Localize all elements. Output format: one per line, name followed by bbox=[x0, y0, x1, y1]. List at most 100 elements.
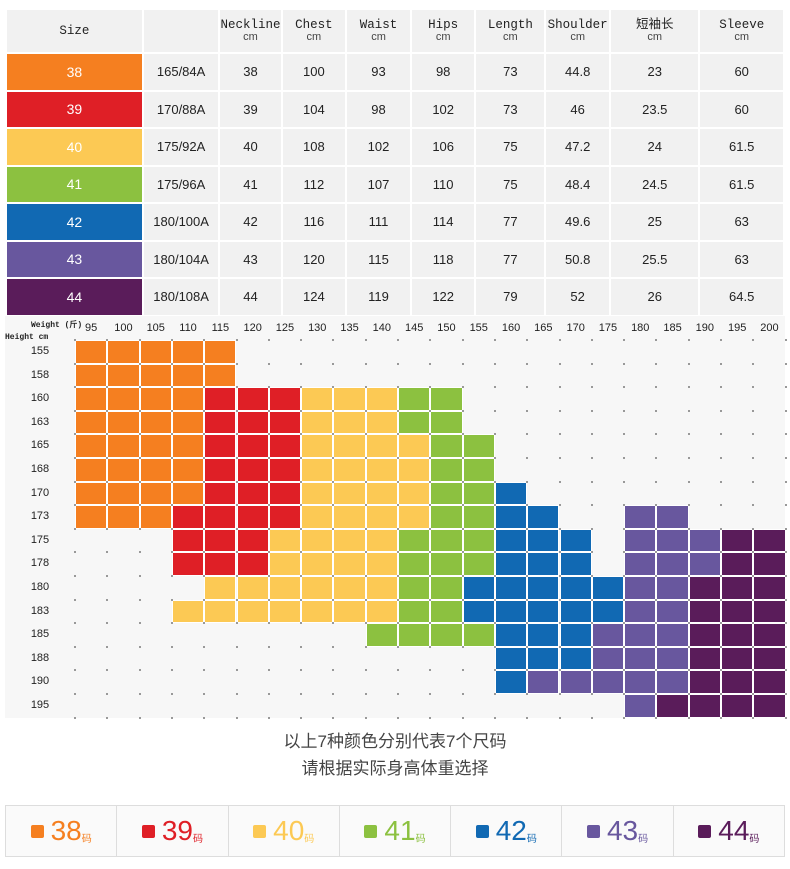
grid-dot bbox=[590, 575, 593, 577]
grid-dot bbox=[300, 409, 303, 412]
grid-cell-size-43 bbox=[656, 646, 689, 671]
grid-cell-size-43 bbox=[591, 670, 625, 694]
grid-cell-size-38 bbox=[171, 481, 205, 506]
value-cell: 120 bbox=[280, 239, 348, 279]
grid-dot bbox=[235, 457, 238, 459]
grid-cell-size-44 bbox=[753, 599, 786, 624]
grid-cell-size-43 bbox=[624, 552, 657, 576]
grid-dot bbox=[300, 457, 303, 459]
grid-cell-size-40 bbox=[236, 576, 269, 600]
weight-tick: 110 bbox=[179, 322, 197, 334]
weight-tick: 180 bbox=[631, 322, 650, 334]
grid-dot bbox=[590, 527, 593, 530]
column-header: Neckline cm bbox=[218, 8, 283, 54]
grid-cell-size-38 bbox=[171, 363, 205, 388]
value-cell: 24 bbox=[609, 127, 701, 167]
grid-dot bbox=[687, 527, 690, 530]
grid-dot bbox=[203, 622, 206, 625]
grid-dot bbox=[364, 339, 367, 341]
legend-size: 39 bbox=[161, 815, 193, 846]
value-cell: 104 bbox=[280, 89, 348, 129]
grid-dot bbox=[106, 362, 109, 365]
grid-dot bbox=[397, 598, 399, 601]
grid-cell-size-44 bbox=[721, 670, 754, 694]
legend-size: 43 bbox=[606, 815, 639, 846]
value-cell: 42 bbox=[218, 202, 283, 242]
grid-dot bbox=[623, 480, 626, 483]
column-header: Shoulder cm bbox=[544, 8, 612, 54]
grid-dot bbox=[590, 551, 593, 554]
grid-cell-size-39 bbox=[236, 552, 269, 576]
grid-dot bbox=[74, 575, 76, 577]
grid-dot bbox=[720, 504, 722, 507]
grid-dot bbox=[720, 716, 722, 719]
value-cell: 38 bbox=[218, 52, 283, 92]
grid-cell-size-40 bbox=[398, 505, 431, 529]
table-header-row: Size Neckline cm Chest cm Waist cm Hips cm Length… bbox=[5, 8, 785, 54]
grid-dot bbox=[106, 339, 109, 341]
grid-cell-size-39 bbox=[204, 410, 237, 435]
header-unit: cm bbox=[371, 31, 386, 43]
grid-cell-size-38 bbox=[204, 363, 237, 388]
grid-dot bbox=[784, 362, 787, 365]
grid-dot bbox=[74, 716, 76, 719]
legend-unit: 码 bbox=[415, 833, 426, 845]
color-swatch-icon bbox=[475, 824, 489, 838]
grid-dot bbox=[300, 551, 303, 554]
grid-cell-size-39 bbox=[268, 505, 302, 529]
grid-dot bbox=[397, 622, 399, 625]
grid-dot bbox=[623, 693, 626, 695]
grid-dot bbox=[655, 716, 658, 719]
value-cell: 50.8 bbox=[544, 239, 612, 279]
grid-dot bbox=[784, 575, 787, 577]
grid-cell-size-39 bbox=[268, 410, 302, 435]
header-unit: cm bbox=[243, 31, 258, 43]
grid-dot bbox=[300, 433, 303, 436]
value-cell: 26 bbox=[609, 277, 701, 317]
grid-dot bbox=[752, 693, 755, 695]
grid-dot bbox=[364, 527, 367, 530]
grid-dot bbox=[687, 645, 690, 648]
grid-dot bbox=[397, 409, 399, 412]
column-header: Size bbox=[5, 8, 144, 54]
grid-cell-size-43 bbox=[656, 576, 689, 600]
grid-cell-size-38 bbox=[139, 481, 172, 506]
grid-dot bbox=[364, 622, 367, 625]
grid-dot bbox=[235, 409, 238, 412]
grid-dot bbox=[235, 386, 238, 389]
grid-cell-size-40 bbox=[365, 387, 398, 411]
grid-dot bbox=[300, 716, 303, 719]
grid-dot bbox=[687, 716, 690, 719]
grid-cell-size-40 bbox=[333, 505, 366, 529]
grid-dot bbox=[429, 480, 432, 483]
grid-dot bbox=[364, 409, 367, 412]
grid-cell-size-42 bbox=[494, 505, 528, 529]
weight-tick: 145 bbox=[404, 322, 424, 334]
grid-cell-size-40 bbox=[301, 434, 334, 458]
grid-dot bbox=[74, 551, 76, 554]
height-tick: 170 bbox=[30, 486, 50, 499]
weight-tick: 175 bbox=[598, 322, 618, 334]
weight-tick: 105 bbox=[146, 322, 165, 334]
value-cell: 25 bbox=[609, 202, 701, 242]
grid-dot bbox=[687, 480, 690, 483]
value-cell: 25.5 bbox=[609, 239, 701, 279]
grid-dot bbox=[558, 622, 561, 625]
grid-dot bbox=[429, 575, 432, 577]
value-cell: 47.2 bbox=[544, 127, 612, 167]
value-cell: 49.6 bbox=[544, 202, 612, 242]
grid-dot bbox=[590, 598, 593, 601]
weight-tick: 120 bbox=[243, 322, 262, 334]
grid-dot bbox=[623, 598, 626, 601]
grid-cell-size-38 bbox=[171, 458, 205, 482]
grid-dot bbox=[526, 504, 529, 507]
grid-dot bbox=[267, 527, 270, 530]
grid-dot bbox=[138, 527, 141, 530]
grid-dot bbox=[558, 504, 561, 507]
grid-dot bbox=[203, 433, 206, 436]
grid-cell-size-40 bbox=[365, 599, 398, 624]
legend-unit: 码 bbox=[81, 833, 92, 845]
grid-dot bbox=[74, 645, 76, 648]
grid-dot bbox=[170, 504, 173, 507]
grid-cell-size-40 bbox=[268, 552, 302, 576]
